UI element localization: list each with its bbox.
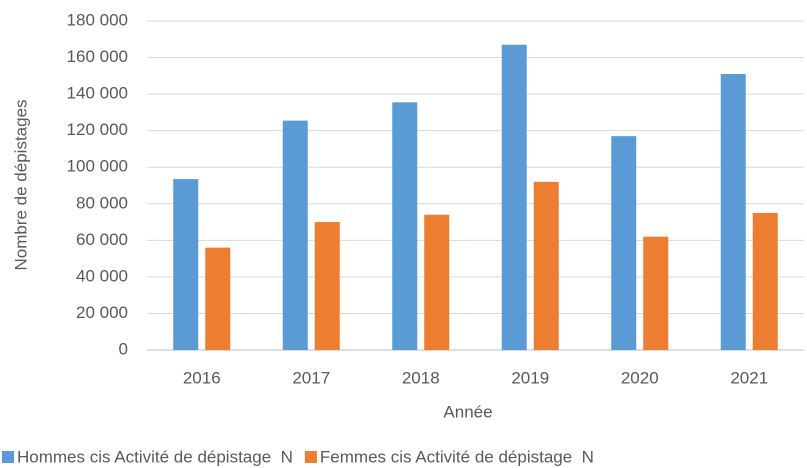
y-tick-label: 160 000 [67, 47, 128, 66]
y-tick-label: 180 000 [67, 10, 128, 29]
y-tick-label: 40 000 [76, 266, 128, 285]
bar [533, 181, 559, 350]
y-tick-label: 120 000 [67, 120, 128, 139]
legend-label: Femmes cis Activité de dépistage N [320, 447, 594, 466]
bar [752, 212, 778, 350]
x-tick-label: 2021 [730, 368, 768, 387]
bar [205, 247, 231, 350]
x-tick-label: 2018 [402, 368, 440, 387]
x-tick-label: 2017 [292, 368, 330, 387]
bar [282, 120, 308, 350]
bar [643, 236, 669, 350]
bar [314, 222, 340, 350]
y-tick-label: 140 000 [67, 84, 128, 103]
x-tick-label: 2020 [621, 368, 659, 387]
bar [392, 102, 418, 350]
y-axis-label: Nombre de dépistages [11, 99, 30, 270]
x-tick-label: 2016 [183, 368, 221, 387]
legend-label: Hommes cis Activité de dépistage N [17, 447, 293, 466]
bar [611, 136, 637, 350]
bar [501, 44, 527, 351]
bar [424, 214, 450, 350]
bar [173, 179, 199, 350]
y-tick-label: 80 000 [76, 193, 128, 212]
y-tick-label: 60 000 [76, 230, 128, 249]
legend-swatch [304, 451, 317, 463]
x-tick-label: 2019 [511, 368, 549, 387]
y-tick-label: 0 [119, 339, 128, 358]
legend-swatch [2, 451, 14, 463]
y-tick-label: 100 000 [67, 157, 128, 176]
y-tick-label: 20 000 [76, 303, 128, 322]
bar [720, 74, 746, 350]
x-axis-label: Année [443, 402, 492, 421]
